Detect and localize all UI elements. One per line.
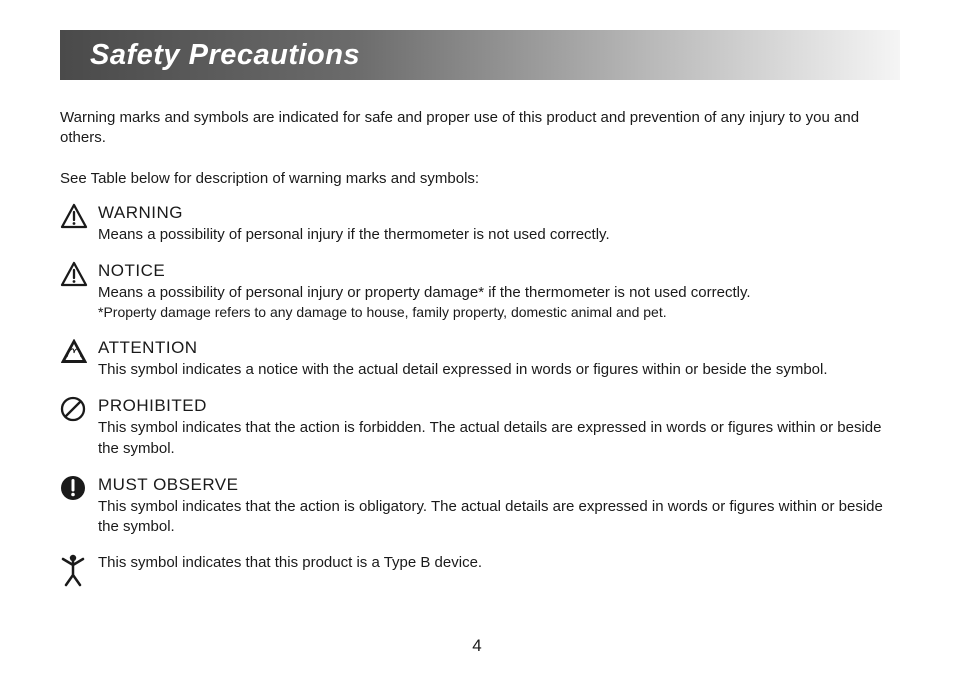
page-number: 4 bbox=[0, 636, 954, 656]
entry-title: MUST OBSERVE bbox=[98, 475, 900, 495]
entry-footnote: *Property damage refers to any damage to… bbox=[98, 303, 900, 322]
page-title: Safety Precautions bbox=[90, 39, 360, 72]
entry-text: This symbol indicates that this product … bbox=[98, 553, 900, 573]
intro-paragraph: Warning marks and symbols are indicated … bbox=[60, 108, 900, 149]
entry-body: This symbol indicates a notice with the … bbox=[98, 360, 900, 380]
prohibited-circle-icon bbox=[60, 396, 98, 422]
entry-body: This symbol indicates that this product … bbox=[98, 553, 482, 573]
entry-title: NOTICE bbox=[98, 261, 900, 281]
page-header-bar: Safety Precautions bbox=[60, 30, 900, 80]
entry-title: ATTENTION bbox=[98, 338, 900, 358]
see-below-paragraph: See Table below for description of warni… bbox=[60, 169, 900, 189]
entry-text: NOTICE Means a possibility of personal i… bbox=[98, 261, 900, 322]
entry-must-observe: MUST OBSERVE This symbol indicates that … bbox=[60, 475, 900, 538]
entry-prohibited: PROHIBITED This symbol indicates that th… bbox=[60, 396, 900, 459]
type-b-person-icon bbox=[60, 553, 98, 587]
entry-body: Means a possibility of personal injury o… bbox=[98, 283, 900, 303]
entry-title: PROHIBITED bbox=[98, 396, 900, 416]
entry-attention: ATTENTION This symbol indicates a notice… bbox=[60, 338, 900, 380]
page-content: Warning marks and symbols are indicated … bbox=[60, 108, 900, 603]
entry-type-b: This symbol indicates that this product … bbox=[60, 553, 900, 587]
document-page: Safety Precautions Warning marks and sym… bbox=[0, 0, 954, 676]
entry-text: MUST OBSERVE This symbol indicates that … bbox=[98, 475, 900, 538]
entry-title: WARNING bbox=[98, 203, 900, 223]
warning-triangle-icon bbox=[60, 203, 98, 229]
entry-body: This symbol indicates that the action is… bbox=[98, 418, 900, 459]
must-observe-circle-icon bbox=[60, 475, 98, 501]
entry-body: Means a possibility of personal injury i… bbox=[98, 225, 900, 245]
notice-triangle-icon bbox=[60, 261, 98, 287]
entry-text: WARNING Means a possibility of personal … bbox=[98, 203, 900, 245]
entry-text: PROHIBITED This symbol indicates that th… bbox=[98, 396, 900, 459]
attention-triangle-icon bbox=[60, 338, 98, 364]
entry-notice: NOTICE Means a possibility of personal i… bbox=[60, 261, 900, 322]
entry-warning: WARNING Means a possibility of personal … bbox=[60, 203, 900, 245]
entry-text: ATTENTION This symbol indicates a notice… bbox=[98, 338, 900, 380]
entry-body: This symbol indicates that the action is… bbox=[98, 497, 900, 538]
